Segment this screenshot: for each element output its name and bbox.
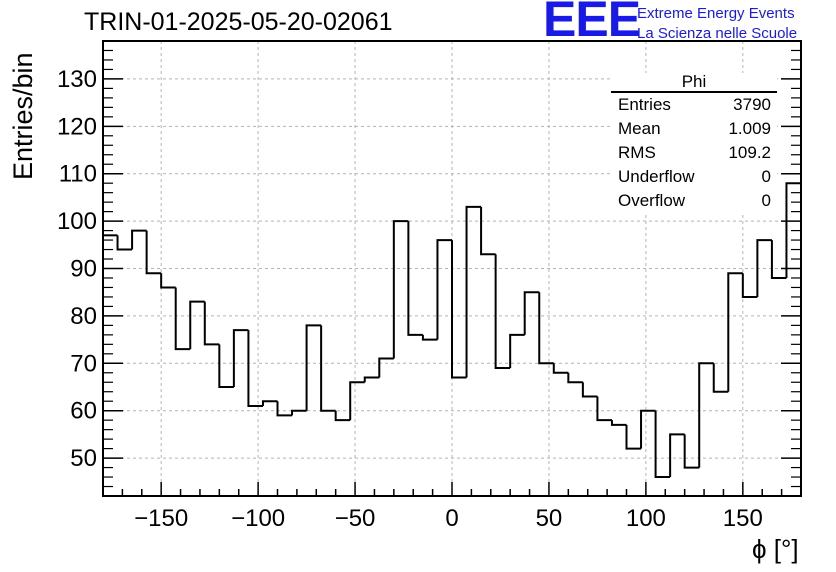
y-tick-label: 60 bbox=[70, 398, 97, 425]
histogram-bin bbox=[610, 420, 627, 426]
stats-label: Underflow bbox=[618, 167, 695, 186]
histogram-bin bbox=[538, 292, 554, 365]
histogram-bin bbox=[218, 344, 234, 388]
x-tick-label: 0 bbox=[445, 505, 458, 532]
histogram-bin bbox=[131, 229, 147, 250]
histogram-bin bbox=[305, 324, 322, 411]
x-tick-label: −100 bbox=[231, 505, 285, 532]
logo-line-2: La Scienza nelle Scuole bbox=[637, 25, 798, 42]
stats-row-entries: Entries 3790 bbox=[611, 93, 777, 117]
histogram-bin bbox=[320, 325, 336, 412]
x-tick-label: 150 bbox=[723, 505, 763, 532]
axis-ticks bbox=[103, 49, 802, 496]
y-tick-label: 100 bbox=[57, 208, 97, 235]
x-tick-label: 100 bbox=[626, 505, 666, 532]
histogram-bin bbox=[756, 239, 772, 297]
histogram-bin bbox=[116, 235, 133, 251]
y-axis-label: Entries/bin bbox=[8, 52, 38, 180]
stats-label: Entries bbox=[618, 95, 671, 114]
stats-label: Mean bbox=[618, 119, 661, 138]
histogram-bin bbox=[640, 409, 656, 449]
x-tick-label: −150 bbox=[134, 505, 188, 532]
stats-label: Overflow bbox=[618, 191, 686, 210]
histogram-bin bbox=[407, 221, 423, 336]
histogram-bin bbox=[203, 301, 220, 346]
logo-line-1: Extreme Energy Events bbox=[637, 5, 795, 22]
histogram-bin bbox=[160, 273, 176, 289]
stats-value: 109.2 bbox=[728, 143, 771, 162]
histogram-bin bbox=[276, 401, 293, 417]
histogram-bin bbox=[174, 287, 191, 351]
histogram-bin bbox=[436, 239, 452, 340]
stats-row-underflow: Underflow 0 bbox=[611, 165, 777, 189]
histogram-bin bbox=[741, 273, 758, 298]
histogram-bin bbox=[494, 254, 511, 370]
logo-caption: Extreme Energy Events La Scienza nelle S… bbox=[637, 4, 797, 44]
y-tick-label: 130 bbox=[57, 66, 97, 93]
histogram-bin bbox=[378, 357, 394, 378]
x-tick-label: 50 bbox=[536, 505, 563, 532]
stats-value: 0 bbox=[761, 191, 771, 210]
histogram-bin bbox=[451, 240, 467, 379]
histogram-bin bbox=[625, 424, 642, 450]
y-tick-label: 80 bbox=[70, 303, 97, 330]
stats-row-rms: RMS 109.2 bbox=[611, 141, 777, 165]
histogram-bin bbox=[552, 363, 569, 374]
histogram-bars bbox=[103, 182, 802, 479]
stats-row-overflow: Overflow 0 bbox=[611, 189, 777, 213]
y-tick-label: 70 bbox=[70, 350, 97, 377]
histogram-bin bbox=[291, 409, 307, 416]
histogram-bin bbox=[523, 291, 540, 335]
histogram-bin bbox=[421, 334, 438, 341]
histogram-bin bbox=[261, 400, 278, 406]
chart-title: TRIN-01-2025-05-20-02061 bbox=[84, 8, 393, 36]
x-tick-label: −50 bbox=[335, 505, 376, 532]
stats-value: 1.009 bbox=[728, 119, 771, 138]
histogram-bin bbox=[480, 206, 496, 256]
histogram-bin bbox=[392, 220, 409, 359]
histogram-bin bbox=[669, 433, 685, 478]
histogram-bin bbox=[349, 381, 365, 421]
histogram-bin bbox=[654, 410, 671, 479]
y-tick-label: 120 bbox=[57, 113, 97, 140]
y-tick-label: 110 bbox=[59, 161, 97, 188]
histogram-bin bbox=[189, 300, 205, 350]
histogram-bin bbox=[770, 240, 787, 279]
histogram-bin bbox=[581, 382, 598, 398]
x-axis-label: ϕ [°] bbox=[752, 534, 799, 564]
histogram-bin bbox=[232, 329, 249, 387]
histogram-bin bbox=[683, 434, 700, 469]
eee-logo: EEE bbox=[543, 0, 641, 47]
stats-value: 0 bbox=[761, 167, 771, 186]
histogram-bin bbox=[727, 272, 743, 392]
histogram-bin bbox=[145, 230, 162, 275]
histogram-bin bbox=[596, 396, 612, 422]
stats-row-mean: Mean 1.009 bbox=[611, 117, 777, 141]
histogram-bin bbox=[712, 363, 729, 393]
y-tick-label: 50 bbox=[70, 445, 97, 472]
histogram-bin bbox=[465, 205, 482, 378]
histogram-bin bbox=[698, 362, 714, 468]
stats-value: 3790 bbox=[733, 95, 771, 114]
histogram-bin bbox=[567, 372, 583, 384]
stats-label: RMS bbox=[618, 143, 656, 162]
histogram-bin bbox=[334, 410, 351, 422]
y-tick-label: 90 bbox=[70, 256, 97, 283]
histogram-bin bbox=[509, 333, 525, 369]
stats-title: Phi bbox=[611, 73, 777, 93]
histogram-bin bbox=[363, 376, 380, 383]
histogram-bin bbox=[247, 330, 263, 407]
stats-box: Phi Entries 3790 Mean 1.009 RMS 109.2 Un… bbox=[611, 73, 777, 213]
tick-labels: −150 −100 −50 0 50 100 150 50 60 70 80 90 100 110 120 1… bbox=[57, 66, 763, 532]
